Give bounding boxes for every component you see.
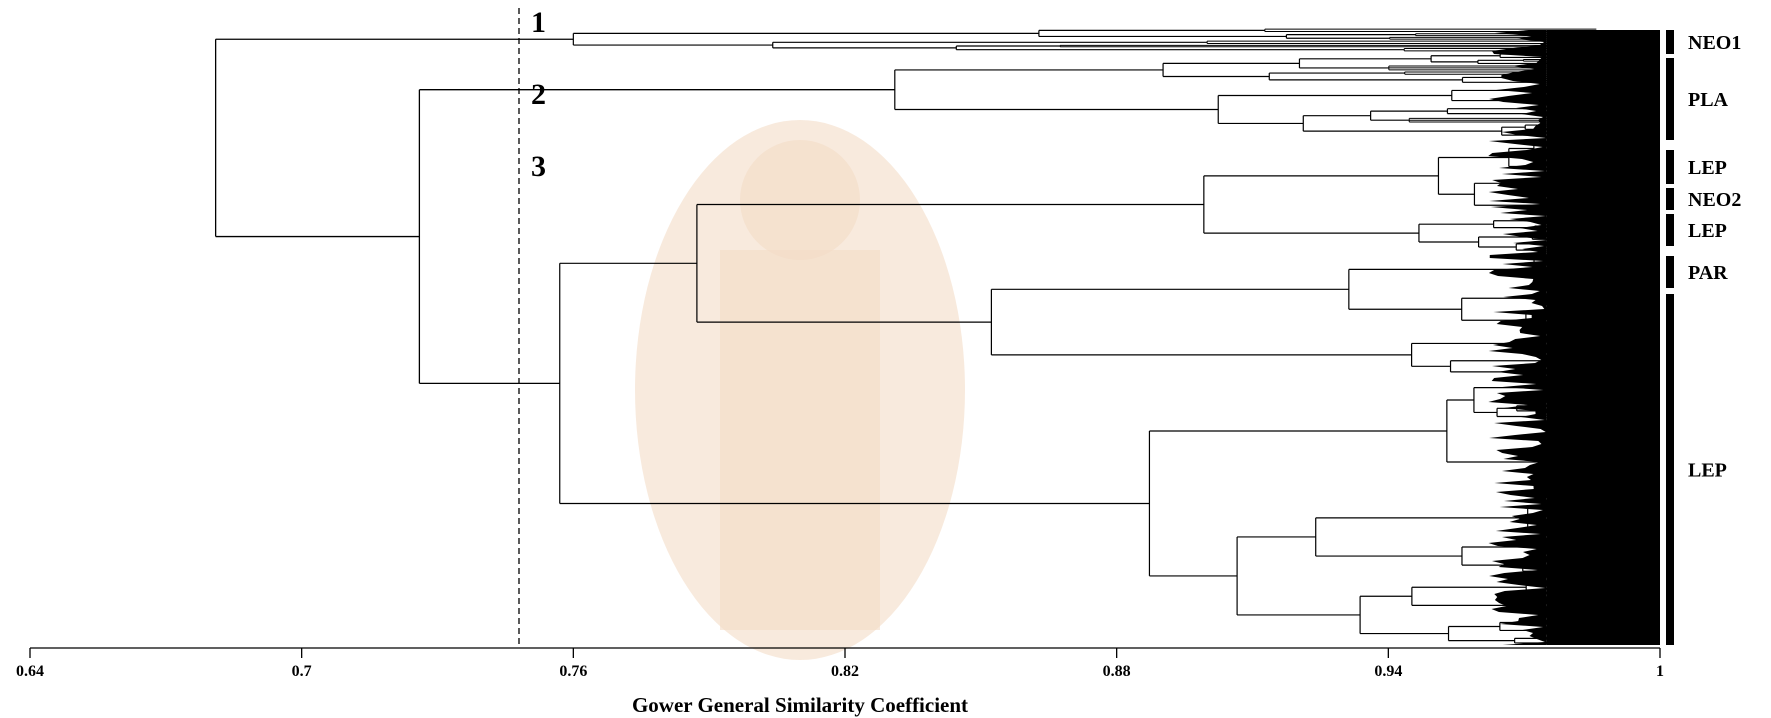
leaf-tip-block bbox=[1546, 30, 1660, 645]
x-tick-label: 0.7 bbox=[292, 663, 312, 680]
watermark-seal bbox=[635, 120, 965, 660]
x-tick-label: 0.82 bbox=[831, 663, 859, 680]
x-axis: 0.64 0.7 0.76 0.82 0.88 0.94 1 bbox=[16, 647, 1664, 680]
group-bar bbox=[1666, 150, 1674, 184]
group-bar bbox=[1666, 58, 1674, 140]
cut-label: 2 bbox=[531, 78, 546, 111]
group-bar bbox=[1666, 214, 1674, 246]
group-bar bbox=[1666, 188, 1674, 210]
group-label: LEP bbox=[1688, 157, 1727, 179]
group-label: PAR bbox=[1688, 262, 1728, 284]
x-tick-label: 1 bbox=[1656, 663, 1664, 680]
group-label: NEO2 bbox=[1688, 189, 1741, 211]
x-axis-title: Gower General Similarity Coefficient bbox=[632, 693, 968, 717]
group-label: LEP bbox=[1688, 460, 1727, 482]
cut-line-group: 1 2 3 bbox=[518, 6, 546, 648]
group-bar bbox=[1666, 256, 1674, 288]
group-bar bbox=[1666, 30, 1674, 54]
cut-label: 3 bbox=[531, 150, 546, 183]
x-tick-label: 0.64 bbox=[16, 663, 44, 680]
cut-label: 1 bbox=[531, 6, 546, 39]
group-label: LEP bbox=[1688, 220, 1727, 242]
x-tick-label: 0.88 bbox=[1103, 663, 1131, 680]
x-tick-label: 0.76 bbox=[559, 663, 587, 680]
leaf-tips-block bbox=[1488, 30, 1660, 645]
group-label: PLA bbox=[1688, 89, 1729, 111]
x-tick-label: 0.94 bbox=[1374, 663, 1402, 680]
group-bar bbox=[1666, 294, 1674, 645]
group-label: NEO1 bbox=[1688, 32, 1741, 54]
group-bars: NEO1 PLA LEP NEO2 LEP PAR LEP bbox=[1666, 30, 1741, 645]
leaf-tip-edge bbox=[1488, 30, 1547, 645]
